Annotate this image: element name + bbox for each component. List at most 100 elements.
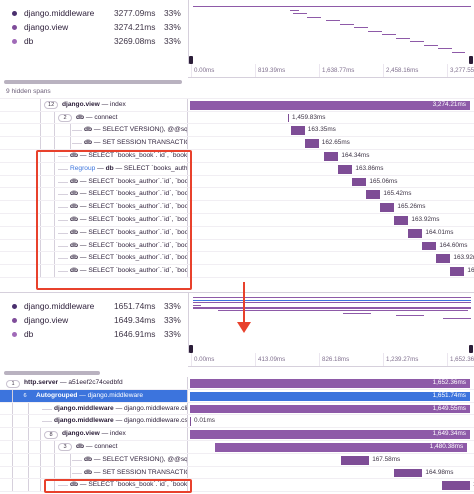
span-tree-cell[interactable]: Regroup — db — SELECT `books_author [0, 162, 188, 175]
span-tree-cell[interactable]: db — SELECT `books_author`.`id`, `boo [0, 201, 188, 213]
span-tree-cell[interactable]: db — SELECT `books_author`.`id`, `boo [0, 175, 188, 188]
summary-percent: 33% [164, 22, 181, 32]
span-tree-cell[interactable]: db — SELECT `books_book`.`id`, `book [0, 479, 188, 492]
span-duration-bar[interactable] [215, 442, 468, 452]
span-tree-cell[interactable]: 6 Autogrouped — django.middleware [0, 389, 188, 402]
span-duration-bar[interactable] [394, 215, 409, 225]
tree-guide [54, 466, 55, 479]
span-op: django.middleware [54, 417, 114, 425]
tree-guide [12, 479, 13, 492]
span-row[interactable]: db — SELECT VERSION(), @@sql_r 163.35ms [0, 124, 474, 138]
span-row[interactable]: db — SET SESSION TRANSACTION 164.98ms [0, 466, 474, 480]
tick-label: 1,239.27ms [386, 356, 419, 363]
span-description: — SELECT `books_author`.`id`, `boo [79, 177, 188, 185]
span-duration-bar[interactable] [450, 267, 465, 276]
tick-line [447, 353, 448, 366]
span-tree-cell[interactable]: django.middleware — django.middleware.cl… [0, 402, 188, 415]
span-duration-bar[interactable] [338, 164, 353, 174]
span-row[interactable]: 2 db — connect 1,459.83ms [0, 111, 474, 125]
span-tree-cell[interactable]: 8 django.view — index [0, 428, 188, 440]
span-duration-bar[interactable] [304, 139, 319, 148]
span-row[interactable]: db — SELECT `books_author`.`id`, `boo 165… [0, 188, 474, 202]
minimap[interactable] [188, 0, 474, 64]
hidden-spans-label[interactable]: 9 hidden spans [6, 88, 51, 95]
span-tree-cell[interactable]: db — SELECT `books_author`.`id`, `boo [0, 239, 188, 252]
span-row[interactable]: db — SELECT `books_author`.`id`, `boo 163… [0, 213, 474, 227]
span-row[interactable]: db — SELECT `books_author`.`id`, `boo 164… [0, 239, 474, 253]
span-row[interactable]: db — SELECT `books_book`.`id`, `book 164.… [0, 149, 474, 163]
span-row[interactable]: db — SELECT VERSION(), @@sql_r 167.58ms [0, 453, 474, 467]
regroup-link[interactable]: Regroup [70, 164, 96, 172]
minimap-left-handle[interactable] [189, 345, 193, 353]
span-tree-cell[interactable]: db — SELECT `books_author`.`id`, `boo [0, 188, 188, 201]
child-count-toggle[interactable]: 2 [58, 114, 72, 123]
span-duration-bar[interactable] [341, 455, 370, 465]
span-duration-text: 1,480.38ms [429, 442, 464, 450]
span-tree-cell[interactable]: db — SELECT `books_author`.`id`, `boo [0, 265, 188, 277]
tree-guide [40, 137, 41, 149]
minimap[interactable] [188, 293, 474, 353]
span-duration-bar[interactable] [436, 254, 451, 264]
span-tree-cell[interactable]: django.middleware — django.middleware.cs… [0, 415, 188, 428]
span-tree-cell[interactable]: db — SELECT VERSION(), @@sql_r [0, 124, 188, 137]
span-duration-bar[interactable] [190, 404, 470, 414]
span-duration-bar[interactable] [190, 100, 470, 110]
span-duration-bar[interactable] [352, 177, 367, 187]
minimap-left-handle[interactable] [189, 56, 193, 64]
span-duration-bar[interactable] [442, 481, 470, 491]
span-tree-cell[interactable]: db — SELECT `books_book`.`id`, `book [0, 149, 188, 162]
span-tree-cell[interactable]: db — SELECT `books_author`.`id`, `boo [0, 226, 188, 239]
span-duration-bar[interactable] [290, 126, 305, 136]
span-duration-bar[interactable] [190, 379, 470, 388]
tree-guide [54, 175, 55, 188]
span-row[interactable]: Regroup — db — SELECT `books_author 163.8… [0, 162, 474, 176]
child-count-toggle[interactable]: 6 [18, 392, 32, 401]
tick-line [255, 64, 256, 77]
span-tree-cell[interactable]: db — SELECT `books_author`.`id`, `boo [0, 252, 188, 265]
span-row[interactable]: 3 db — connect 1,480.38ms [0, 440, 474, 454]
span-row[interactable]: 1 http.server — a51eef2c74cedbfd 1,652.36m… [0, 377, 474, 390]
span-duration-bar[interactable] [288, 113, 289, 123]
span-duration-bar[interactable] [190, 391, 470, 401]
span-tree-cell[interactable]: db — SET SESSION TRANSACTION [0, 466, 188, 479]
horizontal-scrollbar[interactable] [4, 371, 100, 375]
span-tree-cell[interactable]: db — SET SESSION TRANSACTION [0, 137, 188, 149]
span-duration-bar[interactable] [190, 417, 191, 427]
span-row[interactable]: db — SELECT `books_author`.`id`, `boo 165… [0, 201, 474, 214]
span-duration-bar[interactable] [190, 430, 470, 439]
hidden-spans-row[interactable]: 9 hidden spans [0, 86, 474, 99]
minimap-right-handle[interactable] [469, 345, 473, 353]
span-row[interactable]: db — SELECT `books_author`.`id`, `boo 165… [0, 175, 474, 189]
span-tree-cell[interactable]: 1 http.server — a51eef2c74cedbfd [0, 377, 188, 389]
span-row[interactable]: django.middleware — django.middleware.cs… [0, 415, 474, 429]
span-duration-bar[interactable] [324, 151, 339, 161]
span-row[interactable]: 12 django.view — index 3,274.21ms [0, 98, 474, 112]
span-duration-bar[interactable] [422, 241, 437, 251]
child-count-toggle[interactable]: 3 [58, 443, 72, 452]
span-op: db [70, 254, 79, 262]
span-op: db [76, 113, 85, 121]
span-row[interactable]: db — SET SESSION TRANSACTION 162.65ms [0, 137, 474, 150]
span-tree-cell[interactable]: db — SELECT `books_author`.`id`, `boo [0, 213, 188, 226]
span-duration-bar[interactable] [366, 190, 381, 200]
span-row[interactable]: 6 Autogrouped — django.middleware 1,651.74… [0, 389, 474, 403]
span-tree-cell[interactable]: 12 django.view — index [0, 98, 188, 111]
span-row[interactable]: db — SELECT `books_author`.`id`, `boo 163… [0, 252, 474, 266]
span-row[interactable]: django.middleware — django.middleware.cl… [0, 402, 474, 416]
minimap-right-handle[interactable] [469, 56, 473, 64]
span-row[interactable]: db — SELECT `books_author`.`id`, `boo 164… [0, 265, 474, 278]
span-tree-cell[interactable]: 2 db — connect [0, 111, 188, 124]
span-row[interactable]: db — SELECT `books_author`.`id`, `boo 164… [0, 226, 474, 240]
span-op: db [84, 126, 93, 134]
child-count-toggle[interactable]: 1 [6, 379, 20, 388]
span-duration-bar[interactable] [394, 468, 423, 478]
child-count-toggle[interactable]: 8 [44, 430, 58, 439]
horizontal-scrollbar[interactable] [4, 80, 182, 84]
span-tree-cell[interactable]: 3 db — connect [0, 440, 188, 453]
span-row[interactable]: 8 django.view — index 1,649.34ms [0, 428, 474, 441]
span-duration-bar[interactable] [380, 203, 395, 212]
span-tree-cell[interactable]: db — SELECT VERSION(), @@sql_r [0, 453, 188, 466]
span-row[interactable]: db — SELECT `books_book`.`id`, `book1646… [0, 479, 474, 493]
span-duration-bar[interactable] [408, 228, 423, 238]
child-count-toggle[interactable]: 12 [44, 101, 59, 110]
